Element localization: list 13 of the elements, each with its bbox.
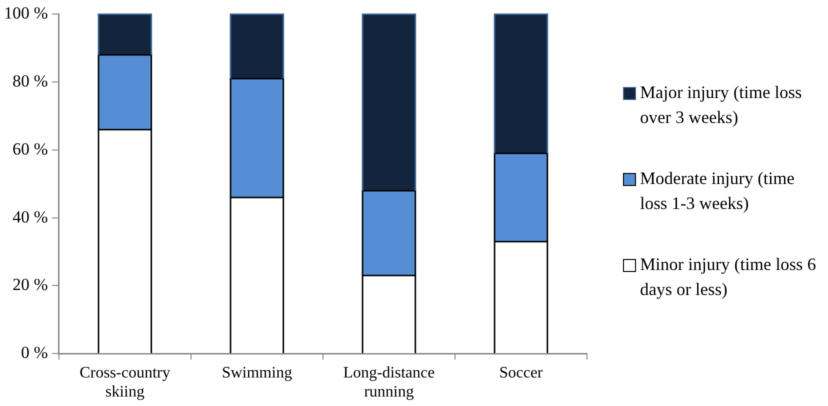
y-tick-label: 60 % — [12, 139, 48, 158]
y-tick-label: 100 % — [4, 4, 48, 23]
y-tick-label: 0 % — [20, 343, 48, 362]
legend-label: Moderate injury (time loss 1-3 weeks) — [640, 167, 796, 215]
x-tick-label: Cross-country skiing — [80, 364, 170, 401]
x-tick-label: Swimming — [222, 364, 292, 382]
legend-label: Major injury (time loss over 3 weeks) — [640, 81, 803, 129]
text: Minor injury (time loss 6 days or less) — [640, 253, 817, 301]
y-tick-label: 40 % — [12, 207, 48, 226]
y-tick-label: 80 % — [12, 72, 48, 91]
x-tick-label: Long-distance running — [343, 364, 435, 401]
x-tick-label: Soccer — [499, 364, 544, 382]
y-tick-label: 20 % — [12, 275, 48, 294]
